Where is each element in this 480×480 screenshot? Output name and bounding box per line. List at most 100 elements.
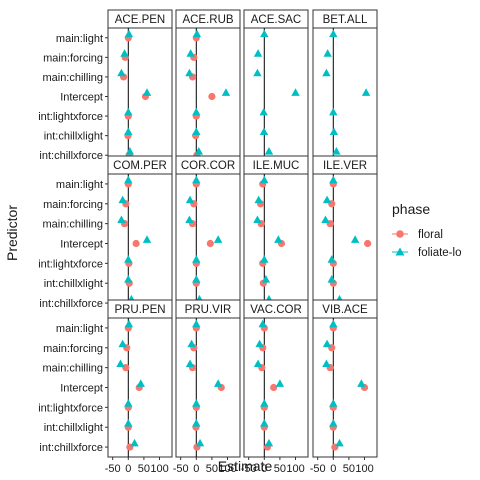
facet-strip-label: ILE.VER: [323, 160, 367, 172]
x-axis-tick-labels: -50 0 50 100 -50 0 50 100 -50 0 50 100 -50 0 50 100: [105, 457, 374, 475]
point-foliate-lo-main-light: [260, 29, 269, 38]
point-foliate-lo-int-chillxforce: [264, 147, 274, 155]
y-tick-label: main:chilling: [42, 72, 103, 84]
point-foliate-lo-int-chillxlight: [329, 127, 339, 136]
point-foliate-lo-int-lightxforce: [329, 107, 338, 116]
facet-com-per: COM.PER: [107, 155, 173, 314]
point-foliate-lo-intercept: [142, 88, 152, 96]
point-foliate-lo-intercept: [213, 235, 223, 243]
point-foliate-lo-int-chillxlight: [124, 127, 133, 136]
x-tick-label: 0: [261, 463, 267, 475]
facet-strip-label: ILE.MUC: [253, 160, 300, 172]
point-foliate-lo-int-chillxforce: [264, 438, 274, 447]
facet-pru-vir: PRU.VIR: [175, 299, 241, 458]
point-foliate-lo-int-chillxlight: [124, 419, 133, 427]
point-foliate-lo-main-chilling: [253, 215, 262, 224]
point-foliate-lo-intercept: [275, 379, 285, 387]
panel-frame: [175, 317, 241, 458]
point-foliate-lo-main-forcing: [322, 339, 332, 348]
y-tick-label: int:chillxlight: [44, 422, 103, 434]
facet-ace-pen: ACE.PEN: [107, 9, 173, 166]
facet-vac-cor: VAC.COR: [243, 299, 309, 458]
y-tick-label: main:forcing: [43, 52, 103, 64]
facet-strip-label: VIB.ACE: [322, 304, 368, 316]
point-foliate-lo-intercept: [361, 88, 371, 96]
point-foliate-lo-main-chilling: [116, 359, 125, 368]
point-foliate-lo-main-light: [124, 29, 134, 38]
x-tick-label: 100: [150, 463, 168, 475]
y-tick-label: main:light: [56, 323, 103, 335]
point-foliate-lo-main-forcing: [255, 339, 264, 348]
y-tick-label: main:chilling: [42, 363, 103, 375]
y-tick-label: int:chillxlight: [44, 131, 103, 143]
x-tick-label: 50: [343, 463, 355, 475]
x-tick-label: 100: [355, 463, 373, 475]
y-tick-label: Intercept: [60, 383, 103, 395]
facet-ace-rub: ACE.RUB: [175, 9, 241, 166]
point-foliate-lo-int-chillxlight: [327, 275, 336, 283]
point-floral-intercept: [132, 239, 140, 248]
panel-frame: [243, 27, 309, 166]
x-tick-label: -50: [173, 463, 189, 475]
point-foliate-lo-int-chillxlight: [260, 419, 269, 427]
point-foliate-lo-main-chilling: [117, 215, 126, 224]
facet-strip-label: PRU.PEN: [114, 304, 165, 316]
point-foliate-lo-main-forcing: [118, 339, 127, 348]
point-foliate-lo-int-chillxlight: [124, 275, 133, 283]
point-foliate-lo-int-chillxlight: [192, 419, 201, 427]
panel-frame: [243, 173, 309, 314]
y-tick-label: main:forcing: [43, 343, 103, 355]
facet-strip-label: ACE.PEN: [115, 14, 166, 26]
x-tick-label: -50: [105, 463, 121, 475]
point-floral-intercept: [364, 239, 372, 248]
facet-strip-label: PRU.VIR: [185, 304, 232, 316]
point-foliate-lo-int-chillxlight: [192, 275, 201, 283]
x-tick-label: -50: [310, 463, 326, 475]
y-tick-label: main:forcing: [43, 199, 103, 211]
point-foliate-lo-main-forcing: [253, 49, 263, 57]
y-tick-label: int:lightxforce: [38, 111, 103, 123]
point-foliate-lo-int-lightxforce: [192, 399, 201, 407]
point-foliate-lo-main-chilling: [322, 68, 331, 77]
x-tick-label: 100: [286, 463, 304, 475]
facet-ile-ver: ILE.VER: [312, 155, 378, 314]
point-foliate-lo-main-light: [192, 175, 201, 184]
point-foliate-lo-intercept: [136, 379, 145, 387]
point-foliate-lo-int-lightxforce: [259, 107, 268, 116]
point-foliate-lo-main-light: [192, 29, 202, 38]
facet-ace-sac: ACE.SAC: [243, 9, 309, 166]
y-tick-label: main:light: [56, 33, 103, 45]
legend: phase floral foliate-lo: [392, 201, 461, 259]
y-tick-label: int:lightxforce: [38, 258, 103, 270]
point-foliate-lo-main-chilling: [253, 359, 263, 368]
x-axis-title: Estimate: [218, 458, 273, 474]
point-foliate-lo-intercept: [221, 88, 231, 96]
x-tick-label: 100: [218, 463, 236, 475]
panel-frame: [107, 27, 173, 166]
y-tick-label: Intercept: [60, 92, 103, 104]
x-tick-label: -50: [241, 463, 257, 475]
panel-frame: [175, 27, 241, 166]
point-foliate-lo-int-lightxforce: [260, 255, 269, 263]
point-foliate-lo-int-chillxforce: [195, 438, 205, 447]
y-tick-label: int:chillxforce: [39, 298, 103, 310]
facet-cor-cor: COR.COR: [175, 155, 241, 314]
facet-vib-ace: VIB.ACE: [312, 299, 378, 458]
facet-strip-label: COR.COR: [181, 160, 235, 172]
facet-ile-muc: ILE.MUC: [243, 155, 309, 314]
point-foliate-lo-main-chilling: [185, 359, 195, 368]
point-foliate-lo-int-chillxforce: [130, 438, 139, 447]
facet-strip-label: ACE.RUB: [182, 14, 233, 26]
y-axis-tick-labels: main:light main:forcing main:chilling Inter…: [38, 33, 108, 454]
point-foliate-lo-main-chilling: [117, 68, 126, 77]
point-foliate-lo-int-lightxforce: [124, 255, 133, 263]
point-foliate-lo-int-chillxforce: [335, 438, 344, 447]
point-foliate-lo-main-light: [124, 319, 134, 328]
facet-strip-label: COM.PER: [113, 160, 167, 172]
point-foliate-lo-main-light: [258, 319, 267, 328]
facet-strip-label: ACE.SAC: [251, 14, 302, 26]
x-tick-label: 0: [330, 463, 336, 475]
point-foliate-lo-main-forcing: [322, 195, 332, 204]
y-tick-label: main:light: [56, 179, 103, 191]
